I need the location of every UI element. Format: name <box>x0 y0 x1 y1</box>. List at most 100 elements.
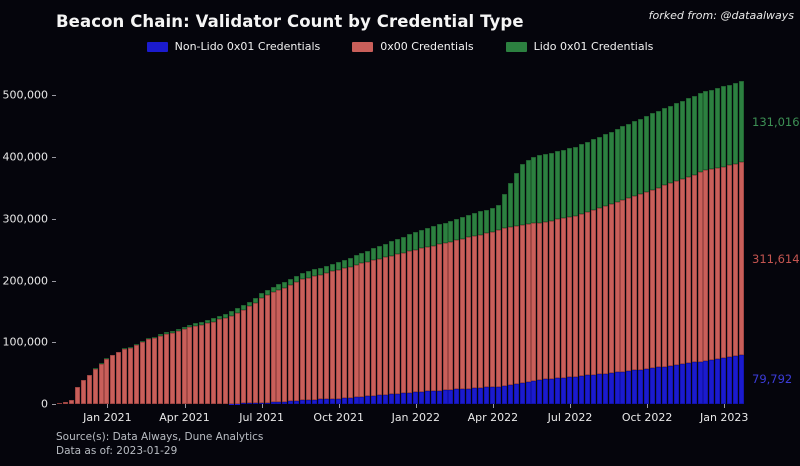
bar-segment-non-lido-0x01 <box>454 389 460 404</box>
bar-segment-0x00-credentials <box>466 237 472 389</box>
bar-segment-non-lido-0x01 <box>549 378 555 404</box>
bar-stack <box>638 78 644 404</box>
bar-segment-non-lido-0x01 <box>489 387 495 404</box>
bar-segment-0x00-credentials <box>401 252 407 394</box>
bar-segment-non-lido-0x01 <box>703 360 709 404</box>
x-tick-label: Jul 2022 <box>547 411 593 424</box>
bar-segment-lido-0x01 <box>412 232 418 251</box>
bar-segment-non-lido-0x01 <box>495 386 501 404</box>
bar-segment-0x00-credentials <box>691 174 697 363</box>
bar-segment-non-lido-0x01 <box>709 359 715 404</box>
bar-segment-lido-0x01 <box>596 136 602 209</box>
x-tick-mark <box>107 404 109 408</box>
bar-stack <box>661 78 667 404</box>
bar-segment-lido-0x01 <box>258 292 264 299</box>
bar-segment-0x00-credentials <box>721 166 727 359</box>
bar-stack <box>181 78 187 404</box>
bar-stack <box>300 78 306 404</box>
bar-segment-0x00-credentials <box>709 169 715 360</box>
bar-stack <box>199 78 205 404</box>
bar-segment-lido-0x01 <box>507 183 513 227</box>
bar-stack <box>347 78 353 404</box>
bar-segment-0x00-credentials <box>673 181 679 365</box>
bar-segment-lido-0x01 <box>739 81 745 163</box>
bar-segment-non-lido-0x01 <box>412 392 418 404</box>
bar-stack <box>223 78 229 404</box>
bar-segment-non-lido-0x01 <box>555 378 561 404</box>
bar-stack <box>614 78 620 404</box>
bar-segment-0x00-credentials <box>282 287 288 402</box>
bar-segment-lido-0x01 <box>169 331 175 334</box>
y-tick-mark <box>52 404 56 405</box>
bar-stack <box>466 78 472 404</box>
bar-stack <box>739 78 745 404</box>
footer: Source(s): Data Always, Dune Analytics D… <box>56 431 263 458</box>
bar-segment-non-lido-0x01 <box>685 363 691 404</box>
final-value-label-lido-0x01: 131,016 <box>752 114 800 129</box>
bar-segment-non-lido-0x01 <box>596 374 602 404</box>
bar-stack <box>578 78 584 404</box>
bar-segment-non-lido-0x01 <box>460 389 466 404</box>
bar-segment-non-lido-0x01 <box>448 389 454 404</box>
bar-segment-lido-0x01 <box>199 321 205 325</box>
bar-stack <box>679 78 685 404</box>
bar-segment-non-lido-0x01 <box>335 398 341 404</box>
bar-stack <box>205 78 211 404</box>
bar-segment-non-lido-0x01 <box>661 366 667 404</box>
bar-segment-lido-0x01 <box>395 239 401 255</box>
bar-segment-lido-0x01 <box>573 146 579 216</box>
bar-segment-0x00-credentials <box>74 386 80 404</box>
bar-segment-0x00-credentials <box>519 224 525 383</box>
bar-segment-lido-0x01 <box>353 255 359 265</box>
bar-segment-0x00-credentials <box>128 347 134 404</box>
bar-segment-0x00-credentials <box>68 400 74 404</box>
legend-label-lido-0x01: Lido 0x01 Credentials <box>533 40 654 53</box>
bar-stack <box>525 78 531 404</box>
bar-stack <box>128 78 134 404</box>
bar-segment-lido-0x01 <box>389 241 395 256</box>
bar-segment-non-lido-0x01 <box>442 390 448 404</box>
bar-segment-0x00-credentials <box>140 342 146 404</box>
bar-segment-0x00-credentials <box>163 333 169 404</box>
bar-segment-lido-0x01 <box>270 286 276 293</box>
legend-item-non-lido-0x01: Non-Lido 0x01 Credentials <box>146 40 320 53</box>
bar-stack <box>294 78 300 404</box>
bar-segment-lido-0x01 <box>365 250 371 263</box>
x-tick-mark <box>338 404 340 408</box>
bar-segment-0x00-credentials <box>377 258 383 396</box>
bar-segment-0x00-credentials <box>584 211 590 376</box>
bar-segment-non-lido-0x01 <box>644 368 650 404</box>
bar-stack <box>252 78 258 404</box>
bar-stack <box>573 78 579 404</box>
bar-segment-0x00-credentials <box>442 242 448 391</box>
bar-segment-lido-0x01 <box>709 89 715 170</box>
bar-stack <box>436 78 442 404</box>
y-tick-mark <box>52 342 56 344</box>
bar-segment-0x00-credentials <box>181 329 187 404</box>
bar-segment-lido-0x01 <box>454 218 460 241</box>
bar-segment-non-lido-0x01 <box>608 372 614 404</box>
bar-stack <box>584 78 590 404</box>
bar-segment-0x00-credentials <box>573 215 579 377</box>
bar-segment-non-lido-0x01 <box>317 399 323 404</box>
bar-segment-lido-0x01 <box>341 260 347 269</box>
bar-segment-0x00-credentials <box>151 338 157 404</box>
bar-stack <box>644 78 650 404</box>
bar-segment-0x00-credentials <box>246 306 252 404</box>
bar-segment-0x00-credentials <box>661 185 667 367</box>
bar-stack <box>501 78 507 404</box>
bar-segment-non-lido-0x01 <box>418 391 424 404</box>
bar-stack <box>531 78 537 404</box>
bar-segment-non-lido-0x01 <box>329 398 335 404</box>
y-tick-mark <box>52 280 56 282</box>
bar-segment-non-lido-0x01 <box>424 391 430 404</box>
bar-stack <box>317 78 323 404</box>
bar-segment-non-lido-0x01 <box>543 379 549 404</box>
bar-stack <box>484 78 490 404</box>
bar-segment-non-lido-0x01 <box>537 379 543 404</box>
bar-segment-non-lido-0x01 <box>294 400 300 404</box>
bar-segment-lido-0x01 <box>323 265 329 273</box>
bar-segment-0x00-credentials <box>211 321 217 404</box>
bar-segment-non-lido-0x01 <box>691 362 697 404</box>
bar-stack <box>650 78 656 404</box>
